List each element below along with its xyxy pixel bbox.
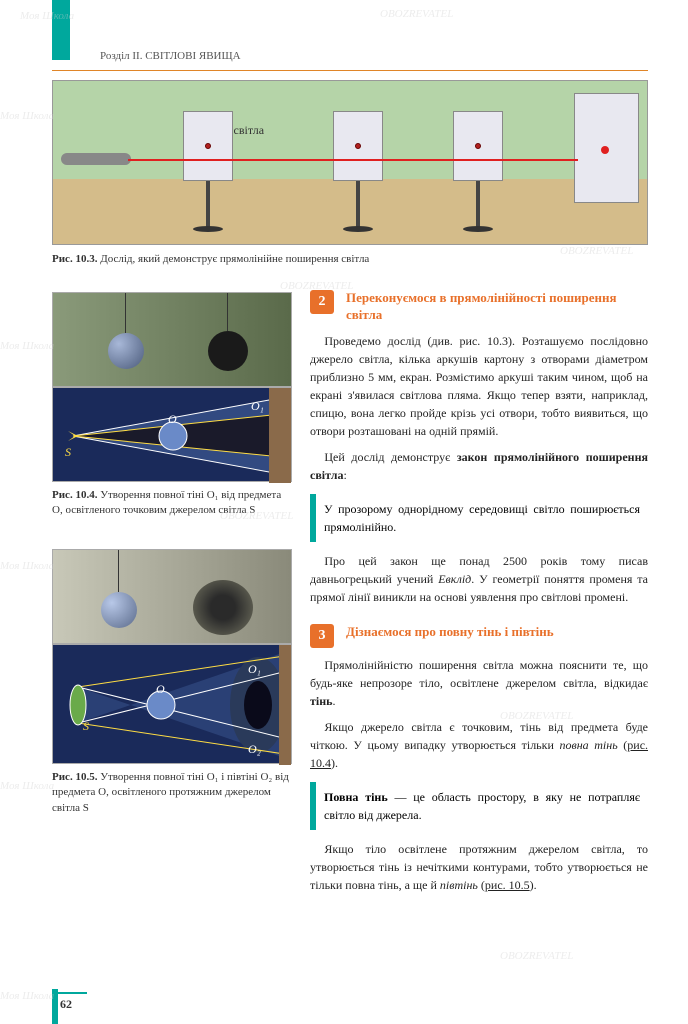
fig-10-5-photo <box>52 549 292 644</box>
sphere-lit-2 <box>101 592 137 628</box>
laser-pointer <box>61 153 131 165</box>
textbook-page: Розділ II. СВІТЛОВІ ЯВИЩА Екран Пучок св… <box>0 0 688 1024</box>
section-title-3: Дізнаємося про повну тінь і півтінь <box>346 624 646 641</box>
header-rule <box>52 70 648 71</box>
header-accent-bar <box>52 0 70 60</box>
svg-text:O: O <box>156 682 165 696</box>
page-corner-h <box>52 992 87 994</box>
ekran-screen <box>574 93 639 203</box>
card-2 <box>333 111 383 181</box>
right-column: 2 Переконуємося в прямолінійності пошире… <box>310 290 648 894</box>
section-2-p3: Про цей закон ще понад 2500 років тому п… <box>310 552 648 606</box>
s3-p3-link: рис. 10.5 <box>485 878 530 892</box>
stand-base-3 <box>463 226 493 232</box>
s3-p3-italic: півтінь <box>440 878 478 892</box>
card-1 <box>183 111 233 181</box>
stand-1 <box>206 181 210 229</box>
law-box-2: Повна тінь — це область простору, в яку … <box>310 782 648 830</box>
string-1 <box>125 293 126 333</box>
page-number: 62 <box>60 997 72 1012</box>
left-column: S O O₁ Рис. 10.4. Утворення повної тіні … <box>52 292 292 816</box>
fig-10-5-diagram: S O O₁ O₂ <box>52 644 292 764</box>
wall-2 <box>279 645 291 765</box>
section-2-header: 2 Переконуємося в прямолінійності пошире… <box>310 290 648 324</box>
s3-p2-post: ( <box>618 738 628 752</box>
card-3 <box>453 111 503 181</box>
watermark: Моя Школа <box>0 340 54 352</box>
caption-10-5: Рис. 10.5. Утворення повної тіні O₁ і пі… <box>52 770 292 816</box>
svg-text:O₂: O₂ <box>248 742 261 756</box>
section-3-p2: Якщо джерело світла є точковим, тінь від… <box>310 718 648 772</box>
section-title-2: Переконуємося в прямолінійності поширенн… <box>346 290 646 324</box>
s2-p2-post: : <box>343 468 346 482</box>
penumbra <box>193 580 253 635</box>
wall-1 <box>269 388 291 483</box>
law-2-bold: Повна тінь <box>324 790 388 804</box>
page-corner-v <box>52 989 58 1024</box>
caption-10-5-bold: Рис. 10.5. <box>52 771 97 783</box>
string-2 <box>227 293 228 331</box>
caption-10-4: Рис. 10.4. Утворення повної тіні O₁ від … <box>52 488 292 519</box>
fig-10-4-diagram: S O O₁ <box>52 387 292 482</box>
cone-diagram-2: S O O₁ O₂ <box>53 645 293 765</box>
svg-text:O₁: O₁ <box>248 662 261 676</box>
svg-text:S: S <box>83 719 89 733</box>
s2-p2-pre: Цей дослід демонструє <box>324 450 456 464</box>
law-box-1: У прозорому однорідному середовищі світл… <box>310 494 648 542</box>
section-3-p1: Прямолінійністю поширення світла можна п… <box>310 656 648 710</box>
svg-text:O: O <box>168 412 177 426</box>
sphere-lit <box>108 333 144 369</box>
figure-10-3: Екран Пучок світла <box>52 80 648 245</box>
caption-10-4-bold: Рис. 10.4. <box>52 489 97 501</box>
stand-3 <box>476 181 480 229</box>
s3-p1-pre: Прямолінійністю поширення світла можна п… <box>310 658 648 690</box>
caption-10-3: Рис. 10.3. Дослід, який демонструє прямо… <box>52 252 648 267</box>
section-3-header: 3 Дізнаємося про повну тінь і півтінь <box>310 624 648 648</box>
s3-p2-end: ). <box>331 756 338 770</box>
fig-10-4-photo <box>52 292 292 387</box>
watermark: Моя Школа <box>0 990 54 1002</box>
svg-text:S: S <box>65 445 71 459</box>
s2-p1-text: Проведемо дослід (див. рис. 10.3). Розта… <box>310 332 648 440</box>
s3-p1-bold: тінь <box>310 694 333 708</box>
stand-base-1 <box>193 226 223 232</box>
section-num-3: 3 <box>310 624 334 648</box>
cone-diagram-1: S O O₁ <box>53 388 293 483</box>
section-3-p3: Якщо тіло освітлене протяжним джерелом с… <box>310 840 648 894</box>
watermark: Моя Школа <box>0 110 54 122</box>
section-2-p2: Цей дослід демонструє закон прямолінійно… <box>310 448 648 484</box>
caption-10-3-bold: Рис. 10.3. <box>52 253 97 265</box>
s3-p3-end: ). <box>530 878 537 892</box>
caption-10-3-text: Дослід, який демонструє прямолінійне пош… <box>97 253 369 265</box>
section-num-2: 2 <box>310 290 334 314</box>
watermark: Моя Школа <box>0 780 54 792</box>
s3-p2-italic: повна тінь <box>560 738 618 752</box>
stand-base-2 <box>343 226 373 232</box>
s3-p3-post: ( <box>478 878 485 892</box>
watermark: Моя Школа <box>0 560 54 572</box>
s3-p1-post: . <box>333 694 336 708</box>
section-header: Розділ II. СВІТЛОВІ ЯВИЩА <box>100 50 241 62</box>
svg-text:O₁: O₁ <box>251 399 264 413</box>
watermark: OBOZREVATEL <box>500 950 573 962</box>
s2-p3-italic: Евклід <box>438 572 471 586</box>
laser-beam <box>128 159 578 161</box>
stand-2 <box>356 181 360 229</box>
watermark: OBOZREVATEL <box>380 8 453 20</box>
string-3 <box>118 550 119 592</box>
law-1-text: У прозорому однорідному середовищі світл… <box>324 502 640 534</box>
section-2-p1: Проведемо дослід (див. рис. 10.3). Розта… <box>310 332 648 440</box>
sphere-shadow <box>208 331 248 371</box>
